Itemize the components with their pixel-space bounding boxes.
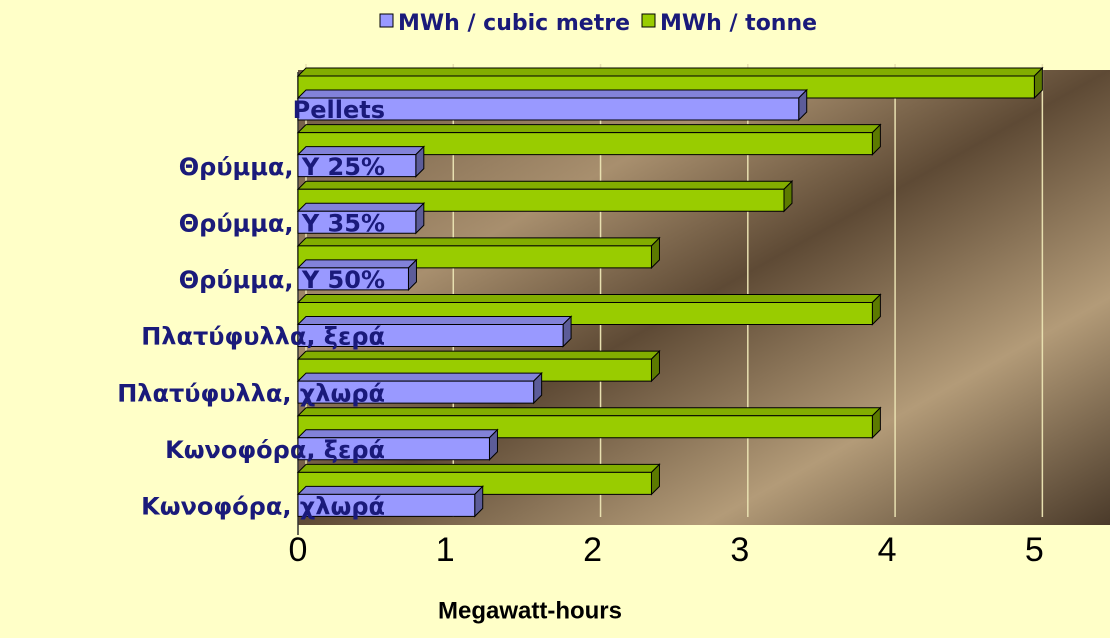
bar-top (296, 407, 882, 417)
legend-label: MWh / cubic metre (398, 11, 630, 36)
x-axis-title: Megawatt-hours (438, 597, 622, 624)
y-tick-label: Πλατύφυλλα, χλωρά (117, 379, 385, 407)
y-tick-label: Κωνοφόρα, χλωρά (141, 493, 385, 521)
y-tick-label: Pellets (293, 96, 385, 124)
bar-top (296, 180, 794, 190)
bar-top (296, 294, 882, 303)
x-tick-label: 1 (436, 531, 455, 569)
bar (297, 97, 800, 121)
x-tick-label: 5 (1025, 531, 1044, 569)
x-tick-label: 2 (583, 531, 602, 569)
bar (297, 493, 476, 517)
x-tick-label: 0 (289, 531, 308, 569)
bar-top (296, 463, 661, 473)
bar-top (296, 237, 661, 247)
bar (297, 132, 873, 156)
bar (297, 267, 409, 291)
legend-swatch (641, 13, 656, 28)
bar (297, 324, 564, 347)
bar (297, 154, 417, 178)
legend-label: MWh / tonne (660, 11, 817, 36)
bar (297, 380, 535, 404)
bar (297, 210, 417, 234)
x-tick-label: 3 (730, 531, 749, 569)
legend-swatch (379, 13, 394, 28)
bar-top (296, 124, 882, 134)
y-tick-label: Πλατύφυλλα, ξερά (141, 323, 385, 351)
bar-top (296, 350, 661, 360)
bar (297, 437, 490, 461)
x-tick-label: 4 (878, 531, 897, 569)
y-tick-label: Θρύμμα, Υ 50% (179, 266, 385, 294)
y-tick-label: Θρύμμα, Υ 25% (179, 153, 385, 181)
y-tick-label: Κωνοφόρα, ξερά (165, 436, 385, 464)
y-tick-label: Θρύμμα, Υ 35% (179, 209, 385, 237)
bar-top (296, 67, 1044, 77)
